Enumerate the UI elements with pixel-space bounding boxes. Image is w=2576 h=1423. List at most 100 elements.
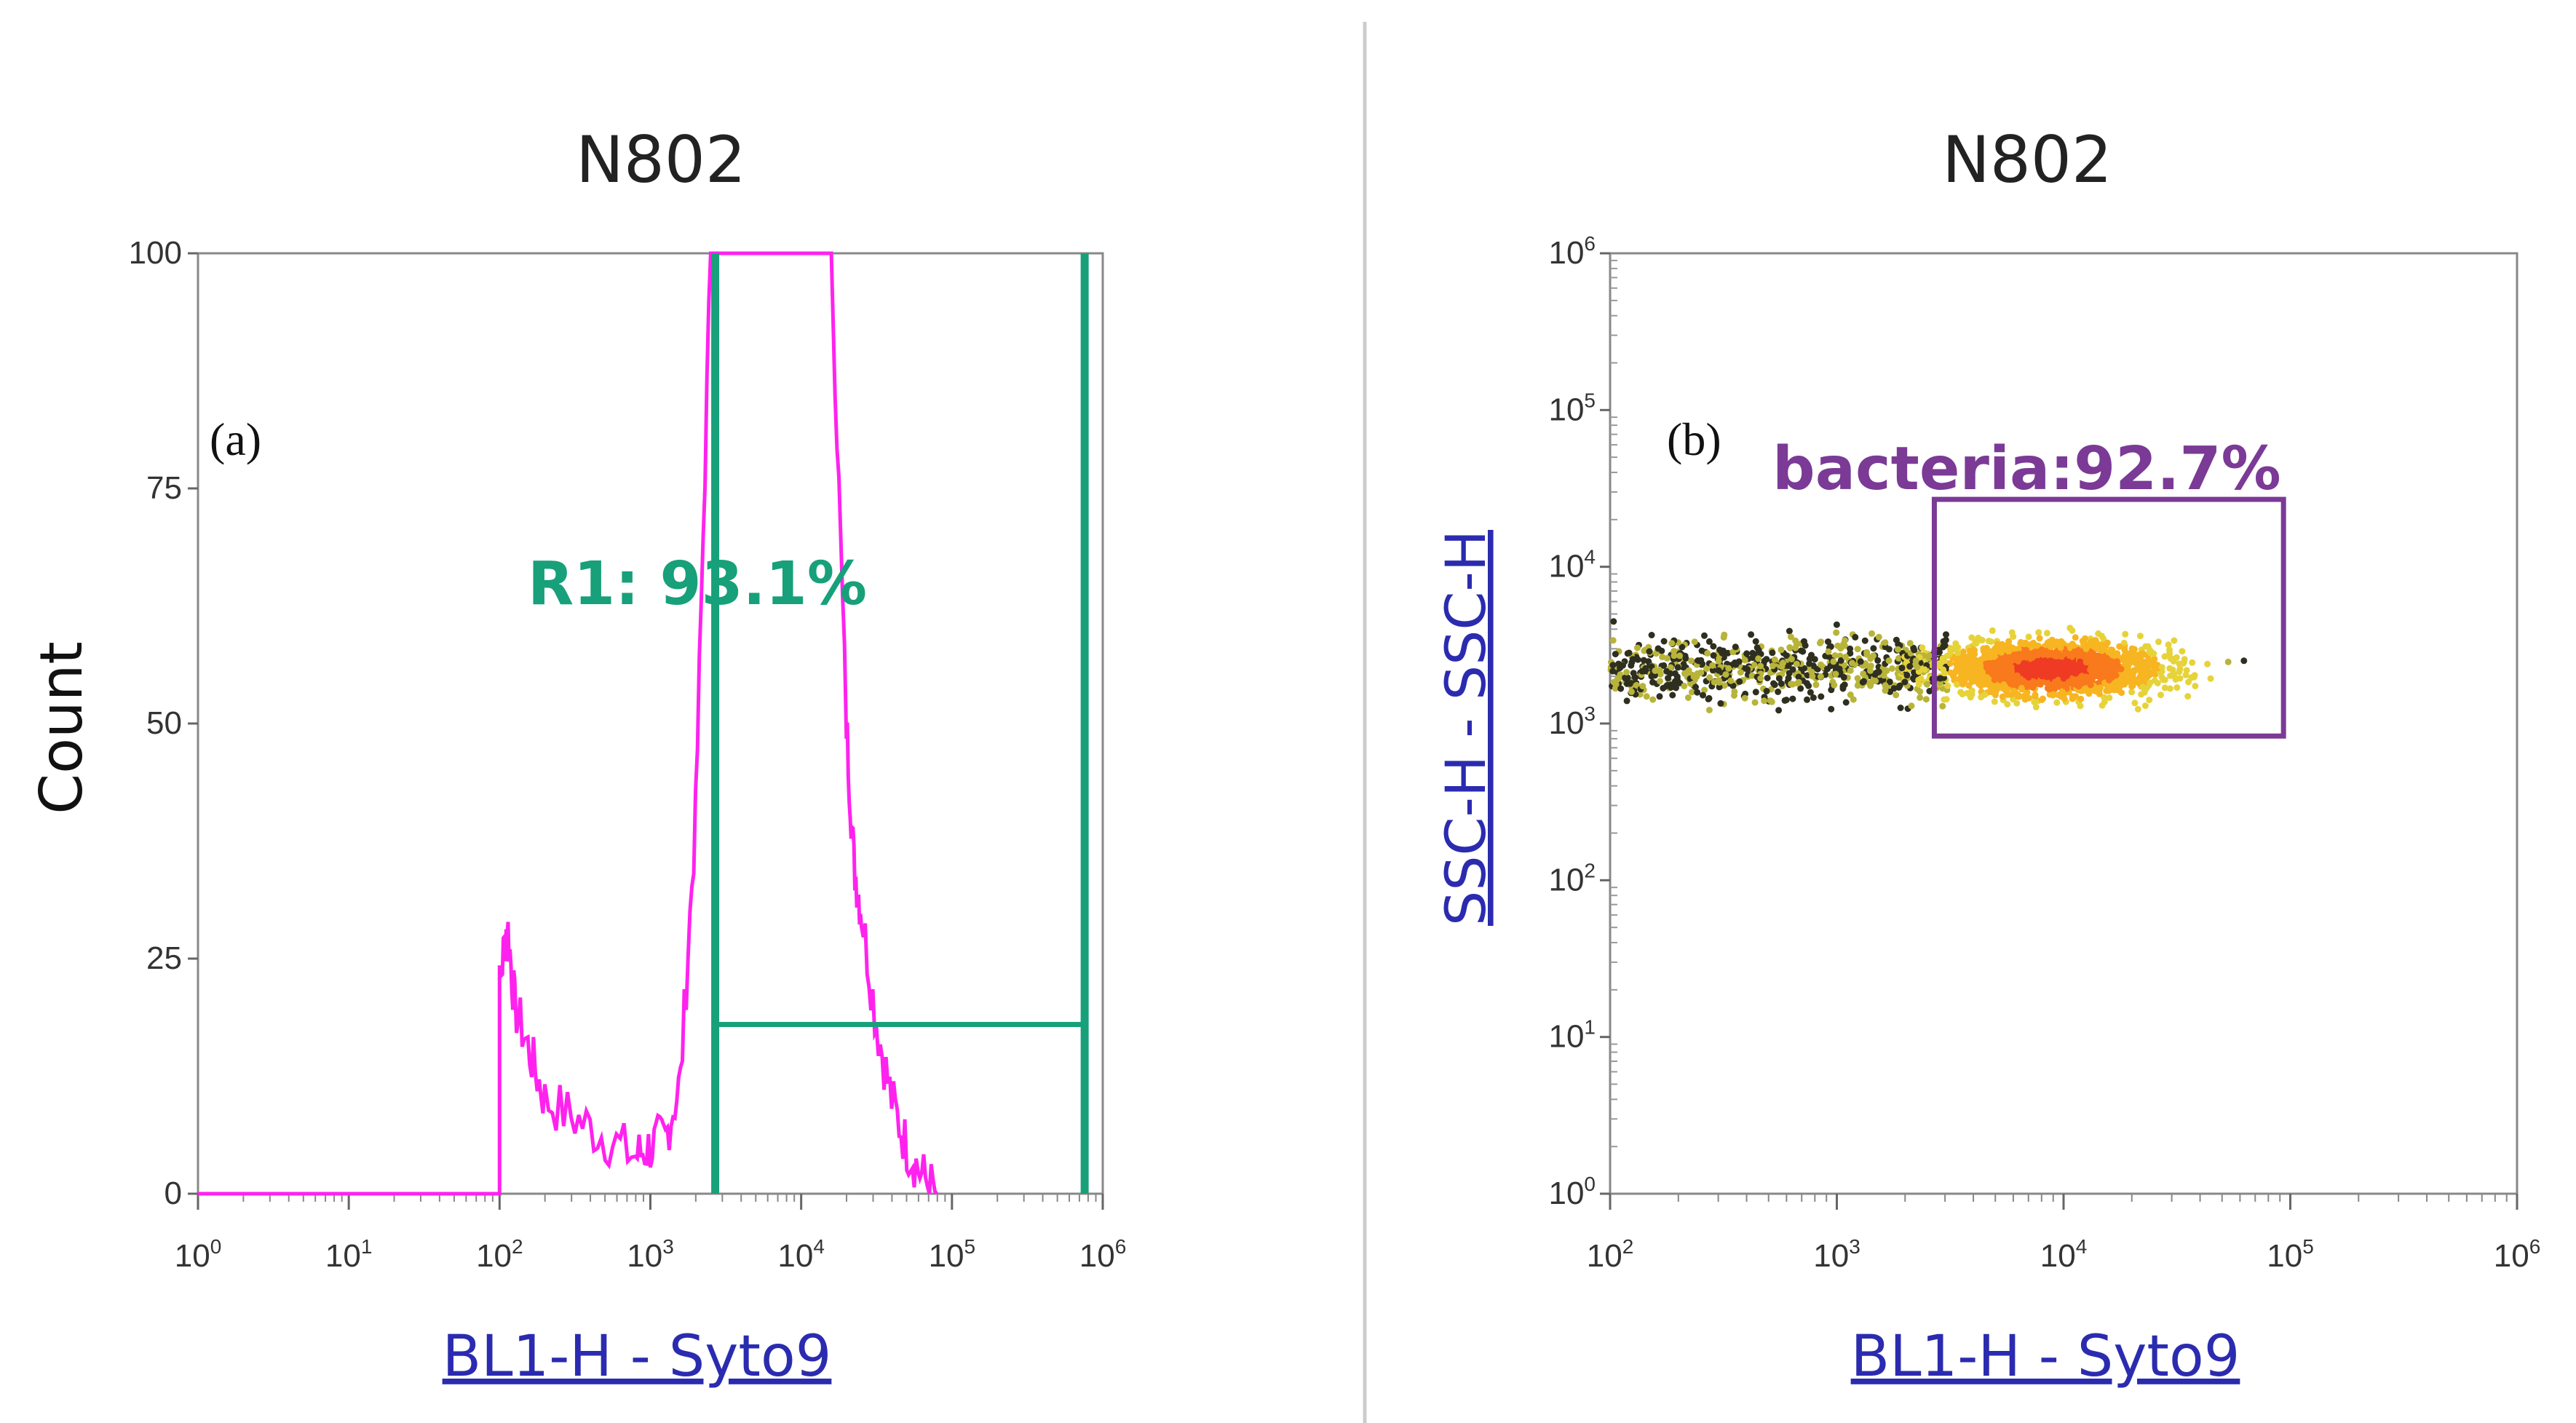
scatter-point — [1959, 660, 1966, 667]
scatter-point — [1924, 681, 1930, 688]
scatter-point — [2087, 681, 2094, 689]
scatter-point — [1701, 686, 1708, 694]
x-tick-label: 106 — [1079, 1235, 1127, 1274]
scatter-point — [1668, 640, 1676, 647]
scatter-point — [2036, 635, 2043, 642]
scatter-point — [1874, 657, 1882, 664]
scatter-point — [2050, 691, 2057, 698]
scatter-point — [2005, 638, 2013, 645]
scatter-point — [1901, 678, 1909, 686]
scatter-point — [1883, 667, 1890, 674]
y-tick-label: 0 — [165, 1176, 182, 1211]
scatter-point — [1806, 660, 1813, 667]
scatter-point — [2104, 639, 2111, 646]
x-tick-label: 102 — [476, 1235, 523, 1274]
scatter-point — [1646, 648, 1653, 655]
scatter-point — [1943, 696, 1950, 703]
scatter-panel: N802 (b) SSC-H - SSC-H BL1-H - Syto9 100… — [1433, 122, 2540, 1390]
scatter-point — [1682, 655, 1689, 662]
scatter-point — [1939, 655, 1946, 662]
y-tick-label: 103 — [1548, 702, 1596, 741]
scatter-point — [2047, 643, 2054, 651]
scatter-point — [1676, 652, 1684, 659]
scatter-point — [2077, 702, 2084, 710]
x-tick-label: 104 — [777, 1235, 825, 1274]
scatter-point — [1722, 671, 1729, 678]
scatter-point — [2106, 677, 2113, 683]
scatter-point — [2023, 646, 2029, 654]
scatter-point — [1628, 688, 1635, 695]
scatter-point — [2173, 684, 2181, 691]
scatter-point — [2116, 643, 2123, 650]
scatter-point — [1667, 670, 1674, 677]
scatter-point — [1617, 685, 1625, 692]
x-tick-label: 106 — [2494, 1235, 2541, 1274]
scatter-point — [1847, 645, 1854, 652]
scatter-point — [2026, 694, 2032, 702]
scatter-point — [1671, 670, 1679, 677]
scatter-point — [1674, 664, 1681, 671]
scatter-point — [1710, 652, 1717, 659]
scatter-point — [1721, 682, 1728, 689]
scatter-point — [1959, 677, 1966, 684]
scatter-point — [1757, 675, 1764, 682]
scatter-point — [1817, 673, 1824, 680]
y-tick-label: 101 — [1548, 1016, 1596, 1055]
y-tick-label: 105 — [1548, 389, 1596, 427]
scatter-point — [1783, 652, 1790, 659]
scatter-point — [1641, 657, 1647, 664]
scatter-point — [1716, 679, 1723, 686]
scatter-point — [1895, 646, 1901, 653]
scatter-point — [2152, 671, 2159, 678]
scatter-point — [1769, 649, 1776, 657]
scatter-point — [1983, 644, 1990, 651]
scatter-title: N802 — [1942, 122, 2112, 197]
scatter-point — [1946, 659, 1954, 667]
scatter-point — [1729, 649, 1737, 656]
scatter-point — [2161, 653, 2168, 660]
scatter-point — [1628, 662, 1635, 669]
scatter-point — [1981, 654, 1988, 662]
scatter-point — [1701, 632, 1708, 639]
scatter-point — [1620, 662, 1626, 669]
scatter-point — [2190, 673, 2197, 681]
scatter-point — [1849, 659, 1855, 667]
scatter-point — [1880, 672, 1887, 679]
scatter-point — [1778, 680, 1785, 687]
scatter-point — [1919, 644, 1926, 651]
scatter-point — [1748, 631, 1755, 638]
scatter-point — [1854, 675, 1861, 682]
scatter-point — [1897, 705, 1904, 711]
scatter-point — [1939, 702, 1946, 710]
scatter-point — [2013, 672, 2021, 679]
scatter-point — [1997, 663, 2004, 670]
scatter-point — [2055, 676, 2062, 683]
scatter-point — [2078, 674, 2085, 681]
scatter-point — [1610, 618, 1617, 625]
scatter-point — [1778, 663, 1786, 670]
scatter-point — [1688, 657, 1695, 665]
scatter-point — [2147, 679, 2154, 686]
scatter-point — [2224, 658, 2232, 665]
scatter-point — [2134, 705, 2141, 713]
scatter-point — [1992, 645, 1999, 652]
scatter-point — [2034, 658, 2041, 665]
scatter-point — [2097, 684, 2104, 691]
histogram-x-axis-label: BL1-H - Syto9 — [443, 1324, 832, 1390]
scatter-point — [1609, 662, 1617, 669]
scatter-point — [2166, 650, 2173, 657]
scatter-point — [2136, 663, 2144, 670]
scatter-point — [2120, 639, 2128, 646]
scatter-point — [2038, 697, 2045, 703]
scatter-point — [1857, 658, 1864, 665]
r1-gate — [711, 253, 1089, 1194]
scatter-point — [2145, 660, 2152, 667]
scatter-point — [1863, 649, 1871, 656]
scatter-point — [2181, 656, 2188, 663]
scatter-point — [1751, 699, 1759, 706]
scatter-point — [2048, 681, 2056, 689]
scatter-point — [1648, 632, 1655, 638]
scatter-point — [1915, 676, 1922, 683]
scatter-point — [1922, 696, 1930, 703]
scatter-point — [2126, 678, 2133, 686]
